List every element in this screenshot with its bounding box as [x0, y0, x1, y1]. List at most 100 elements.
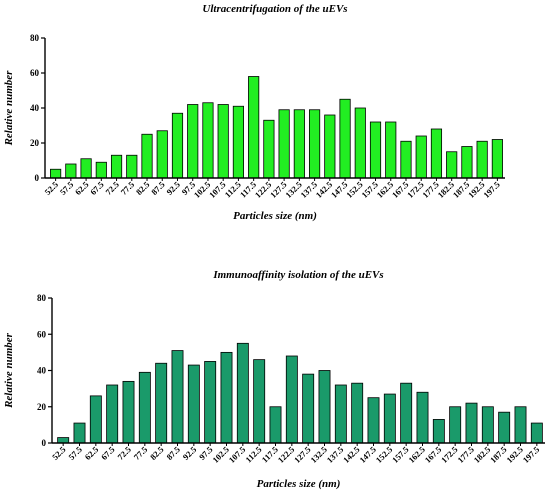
- bar-97.5: [204, 361, 217, 444]
- x-tick-label: 92.5: [181, 444, 199, 462]
- x-tick-label: 147.5: [357, 444, 378, 465]
- bar-182.5: [446, 151, 458, 179]
- bar-97.5: [187, 104, 199, 179]
- x-tick-label: 117.5: [260, 444, 280, 464]
- x-tick-label: 167.5: [423, 444, 444, 465]
- x-tick-label: 182.5: [472, 444, 493, 465]
- x-tick-label: 127.5: [292, 444, 313, 465]
- y-tick-label: 60: [37, 329, 47, 339]
- bar-157.5: [369, 121, 382, 179]
- x-tick-label: 72.5: [103, 179, 121, 197]
- bar-152.5: [383, 393, 396, 444]
- bar-117.5: [248, 76, 260, 179]
- bar-102.5: [202, 102, 214, 179]
- x-tick-label: 57.5: [58, 179, 76, 197]
- bar-167.5: [400, 140, 412, 179]
- bar-177.5: [430, 128, 443, 179]
- x-tick-label: 77.5: [119, 179, 137, 197]
- bar-137.5: [309, 109, 321, 179]
- x-tick-label: 197.5: [521, 444, 542, 465]
- chart-title: Immunoaffinity isolation of the uEVs: [212, 269, 383, 281]
- bar-87.5: [171, 350, 184, 444]
- x-tick-label: 172.5: [439, 444, 460, 465]
- bar-107.5: [236, 342, 249, 444]
- x-tick-label: 162.5: [406, 444, 427, 465]
- x-tick-label: 57.5: [66, 444, 84, 462]
- x-tick-label: 62.5: [83, 444, 101, 462]
- x-tick-label: 107.5: [227, 444, 248, 465]
- bar-92.5: [187, 364, 200, 444]
- bar-147.5: [367, 397, 380, 444]
- bar-77.5: [126, 154, 138, 179]
- x-tick-label: 67.5: [88, 179, 106, 197]
- x-tick-label: 92.5: [164, 179, 182, 197]
- x-tick-label: 112.5: [243, 444, 263, 464]
- bar-52.5: [50, 168, 62, 179]
- x-tick-label: 142.5: [341, 444, 362, 465]
- bar-192.5: [514, 406, 527, 444]
- bar-77.5: [138, 371, 151, 444]
- bar-72.5: [122, 380, 135, 444]
- bar-142.5: [324, 114, 336, 179]
- bar-197.5: [491, 139, 503, 179]
- y-axis-label: Relative number: [3, 332, 15, 409]
- x-tick-label: 87.5: [164, 444, 182, 462]
- x-tick-label: 72.5: [115, 444, 133, 462]
- x-tick-label: 102.5: [210, 444, 231, 465]
- y-tick-label: 20: [37, 402, 47, 412]
- x-tick-label: 82.5: [148, 444, 166, 462]
- bar-92.5: [171, 112, 184, 179]
- x-tick-label: 187.5: [488, 444, 509, 465]
- bar-132.5: [318, 370, 331, 444]
- bar-152.5: [354, 107, 366, 179]
- bar-82.5: [141, 133, 153, 179]
- bar-67.5: [106, 384, 119, 444]
- x-tick-label: 137.5: [325, 444, 346, 465]
- bar-87.5: [156, 130, 168, 179]
- x-tick-label: 62.5: [73, 179, 91, 197]
- x-tick-label: 197.5: [481, 179, 502, 200]
- bar-62.5: [89, 395, 102, 444]
- bar-57.5: [65, 163, 77, 179]
- x-tick-label: 177.5: [455, 444, 476, 465]
- bar-57.5: [73, 422, 86, 444]
- x-tick-label: 77.5: [132, 444, 150, 462]
- bar-107.5: [217, 104, 229, 179]
- bar-182.5: [481, 406, 494, 444]
- bar-197.5: [530, 422, 543, 444]
- bar-172.5: [415, 135, 427, 179]
- bar-177.5: [465, 402, 478, 444]
- bar-117.5: [269, 406, 282, 444]
- bar-122.5: [263, 119, 275, 179]
- bar-167.5: [432, 419, 445, 444]
- bar-162.5: [416, 391, 429, 444]
- bar-72.5: [110, 154, 123, 179]
- x-tick-label: 157.5: [390, 444, 411, 465]
- bar-112.5: [253, 359, 266, 444]
- bar-132.5: [293, 109, 305, 179]
- bar-142.5: [351, 382, 364, 444]
- bar-187.5: [461, 146, 473, 179]
- bar-147.5: [339, 98, 351, 179]
- x-tick-label: 122.5: [276, 444, 297, 465]
- y-tick-label: 0: [35, 173, 40, 183]
- bar-67.5: [95, 161, 107, 179]
- bar-82.5: [155, 362, 168, 444]
- x-tick-label: 152.5: [374, 444, 395, 465]
- bar-192.5: [476, 140, 488, 179]
- y-tick-label: 20: [30, 138, 40, 148]
- x-tick-label: 82.5: [134, 179, 152, 197]
- x-tick-label: 52.5: [50, 444, 68, 462]
- bar-102.5: [220, 351, 233, 444]
- bar-162.5: [385, 121, 397, 179]
- y-tick-label: 60: [30, 68, 40, 78]
- bar-187.5: [498, 411, 511, 444]
- bar-157.5: [400, 382, 413, 444]
- bar-62.5: [80, 158, 92, 179]
- bar-127.5: [278, 109, 290, 179]
- x-axis-label: Particles size (nm): [233, 210, 317, 222]
- x-tick-label: 52.5: [42, 179, 60, 197]
- y-axis-label: Relative number: [3, 70, 15, 147]
- y-tick-label: 40: [30, 103, 40, 113]
